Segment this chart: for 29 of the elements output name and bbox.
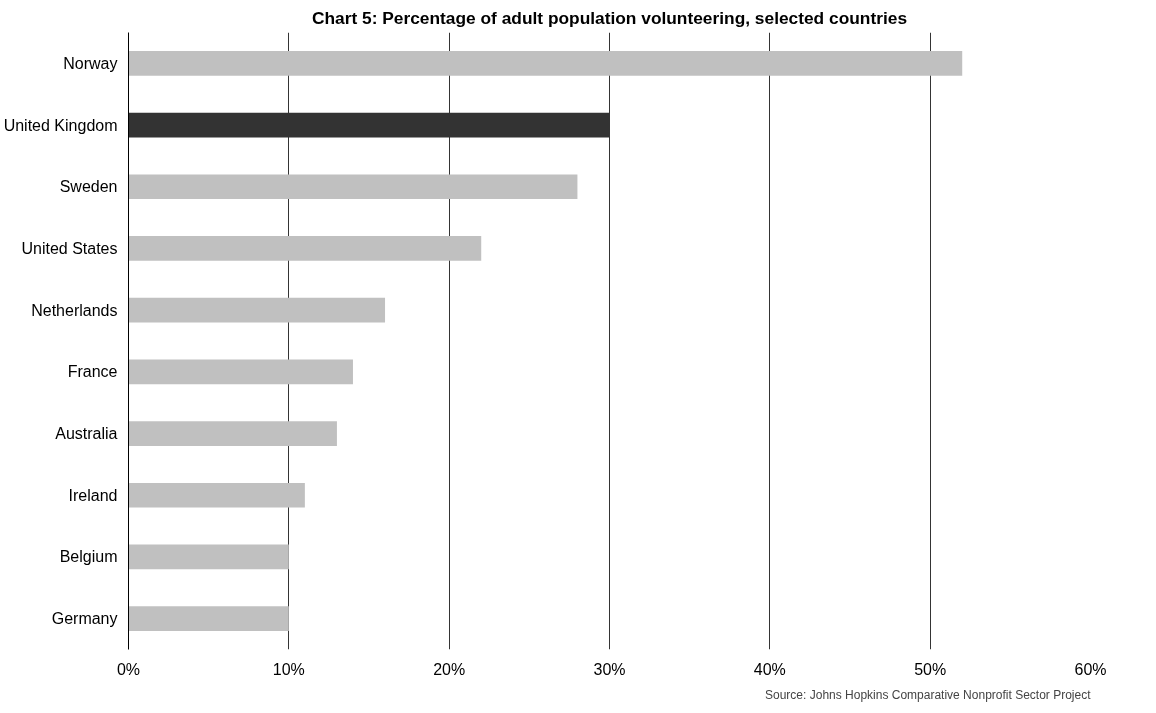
bar [128, 51, 963, 76]
y-tick-label: Australia [55, 425, 118, 443]
x-tick-label: 40% [753, 660, 786, 678]
bar [128, 482, 305, 508]
x-tick-label: 10% [272, 660, 305, 678]
x-tick-label: 0% [116, 660, 141, 678]
x-tick-label: 30% [593, 660, 626, 678]
source-note: Source: Johns Hopkins Comparative Nonprofit Sector Project [765, 687, 1092, 702]
bar [128, 359, 353, 385]
y-tick-label: United Kingdom [3, 116, 118, 134]
y-tick-label: Belgium [59, 548, 118, 566]
y-tick-label: Germany [51, 610, 118, 628]
y-tick-label: France [67, 363, 118, 381]
chart-title: Chart 5: Percentage of adult population volunteering, selected countries [311, 7, 908, 28]
y-tick-label: United States [21, 239, 118, 257]
bar [128, 236, 482, 261]
bar [128, 421, 337, 446]
y-tick-label: Ireland [68, 486, 118, 504]
bar [128, 174, 578, 200]
y-tick-label: Netherlands [31, 301, 118, 319]
bar [128, 544, 289, 570]
bar [128, 297, 386, 323]
x-tick-label: 20% [433, 660, 466, 678]
y-tick-label: Sweden [59, 178, 118, 196]
bar [128, 606, 289, 631]
x-tick-label: 60% [1074, 660, 1107, 678]
y-tick-label: Norway [63, 54, 118, 72]
bar [128, 112, 610, 138]
x-tick-label: 50% [914, 660, 947, 678]
